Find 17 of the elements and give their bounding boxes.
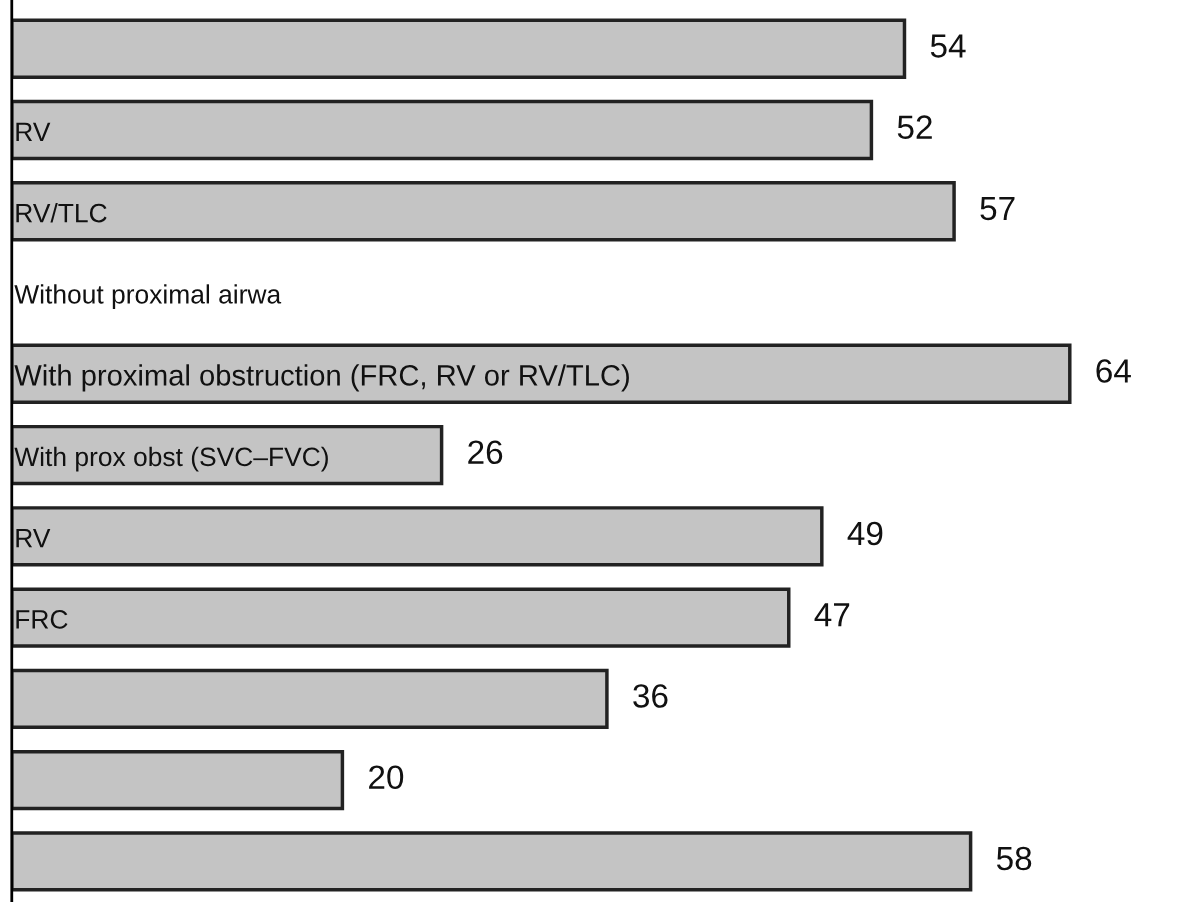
y-tick-label: Without proximal airwa [14, 284, 282, 309]
data-label: 57 [980, 196, 1015, 221]
data-label: 36 [633, 684, 668, 708]
y-tick-label: FRC [16, 610, 68, 629]
data-label: 64 [1096, 359, 1131, 383]
data-label: 58 [996, 846, 1032, 871]
y-tick-label: RV [16, 529, 51, 548]
y-tick-label: With prox obst (SVC–FVC) [14, 446, 328, 472]
y-tick-label: RV/TLC [16, 203, 107, 223]
y-tick-label: With proximal obstruction (FRC, RV or RV/TLC) [14, 364, 629, 392]
data-label: 20 [369, 765, 404, 790]
data-label: 54 [930, 34, 966, 58]
data-label: 49 [847, 521, 883, 546]
y-tick-label: RV [16, 122, 51, 141]
data-label: 52 [897, 115, 932, 139]
data-label: 47 [814, 603, 850, 627]
data-label: 26 [468, 440, 503, 465]
